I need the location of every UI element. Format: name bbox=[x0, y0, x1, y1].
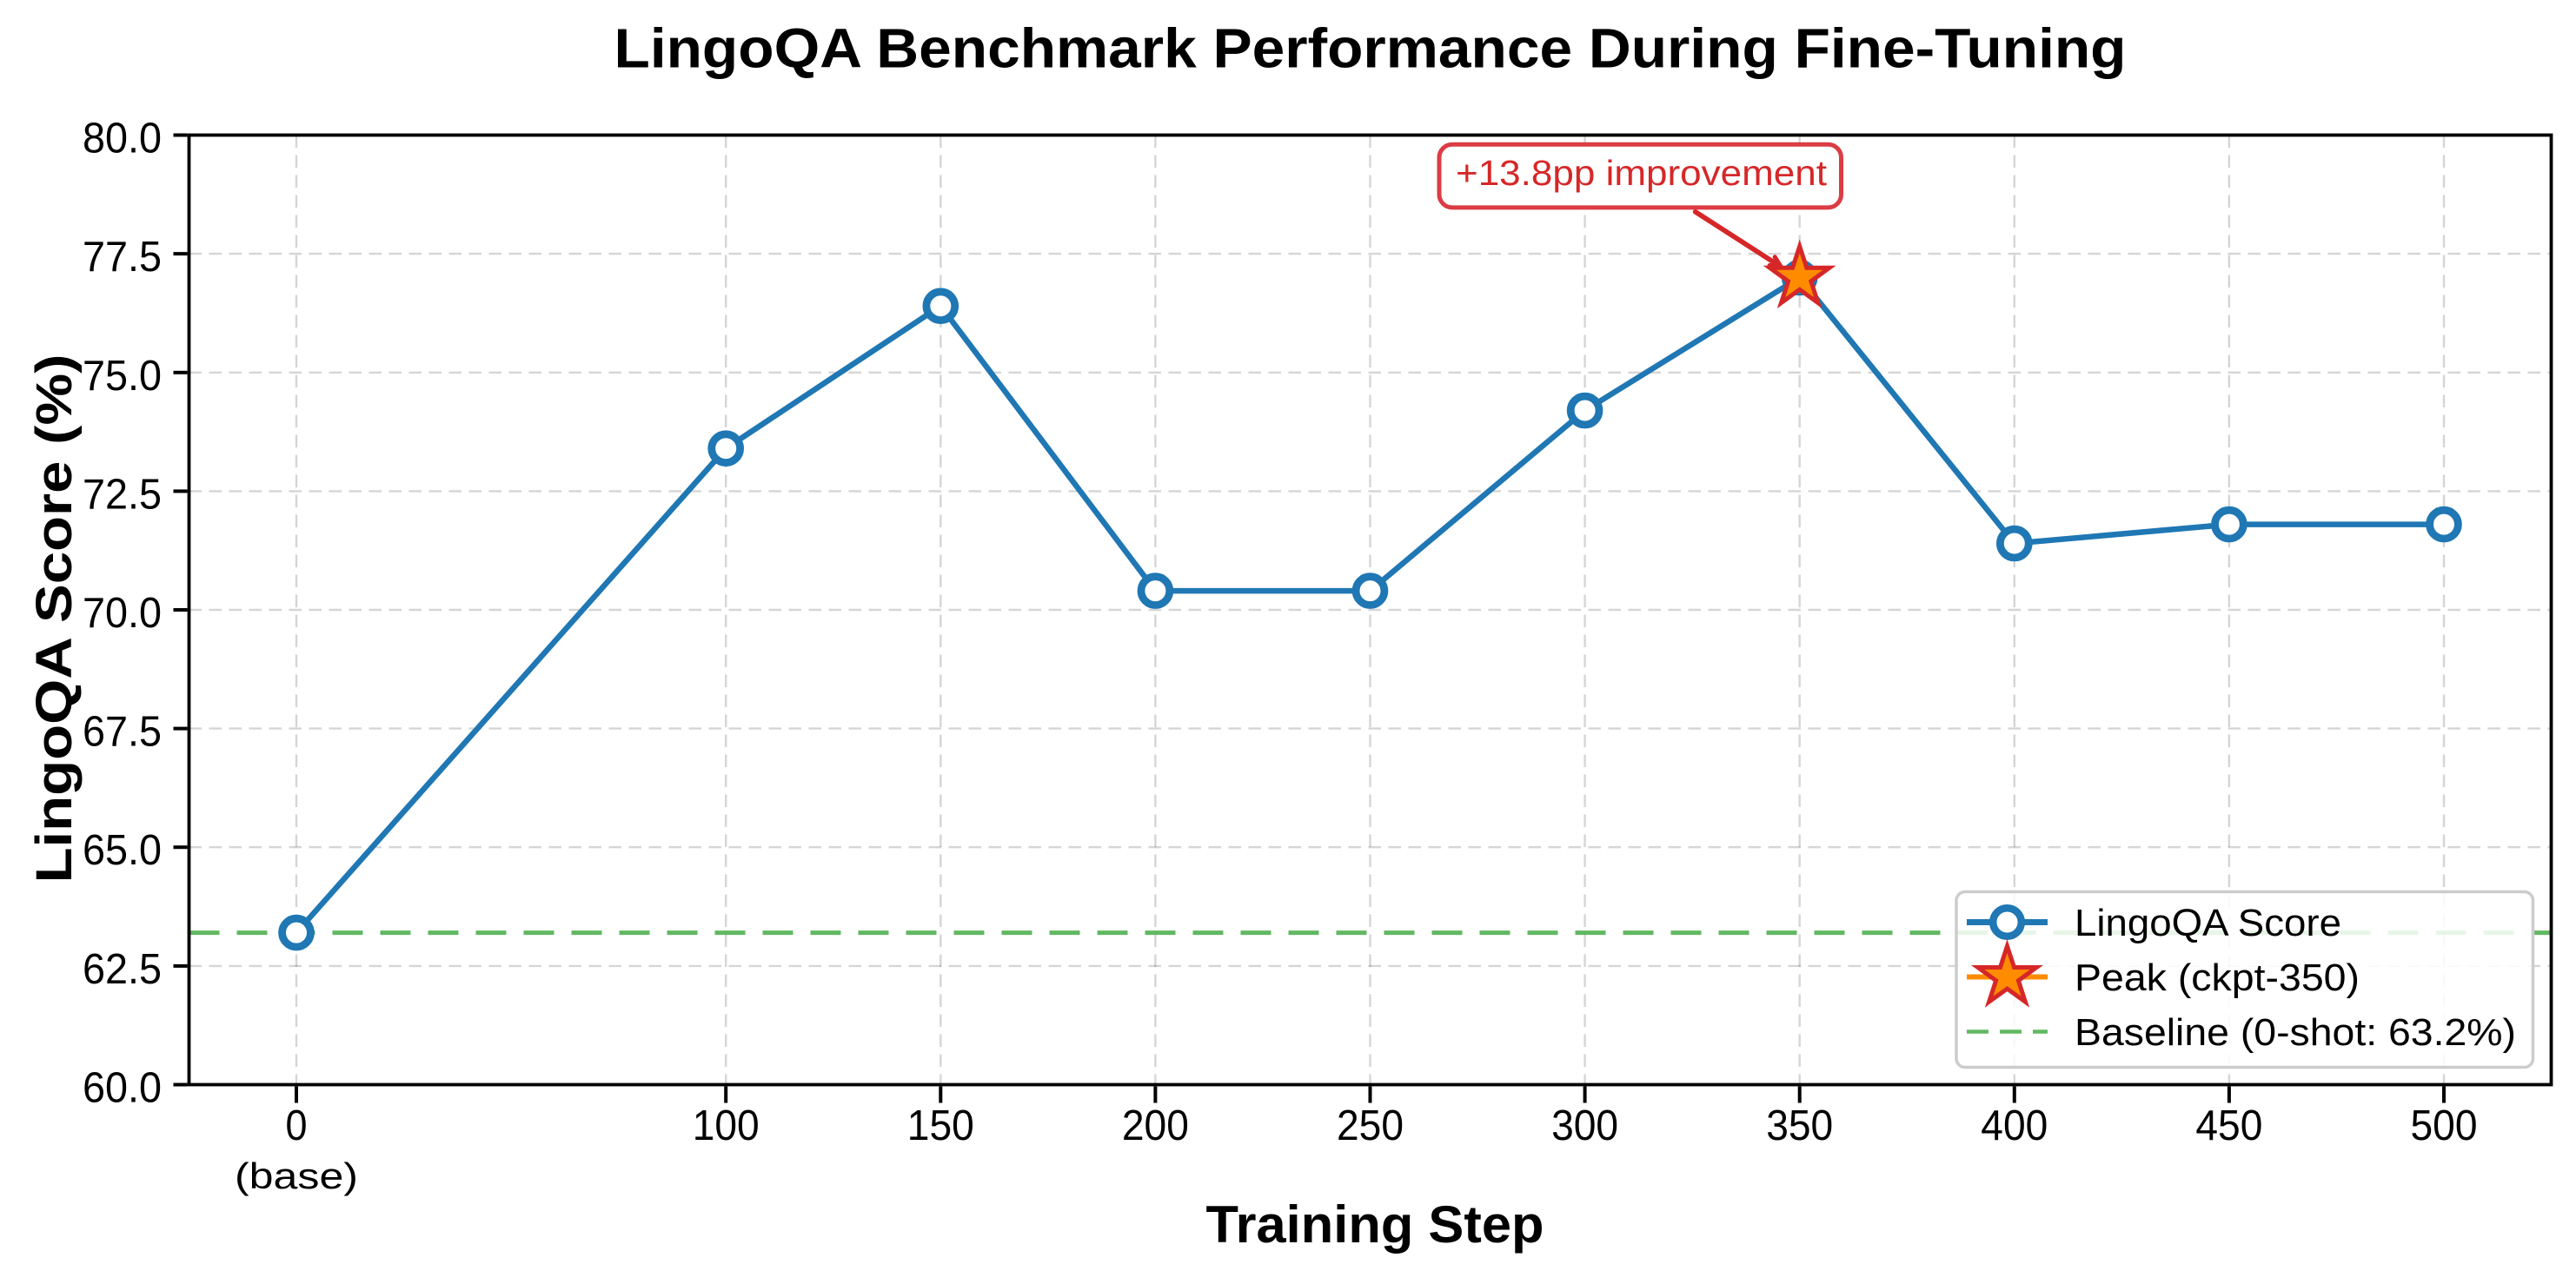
svg-text:(base): (base) bbox=[235, 1155, 358, 1196]
svg-text:70.0: 70.0 bbox=[83, 590, 162, 637]
svg-text:LingoQA Benchmark Performance: LingoQA Benchmark Performance During Fin… bbox=[614, 17, 2127, 80]
svg-text:LingoQA Score (%): LingoQA Score (%) bbox=[26, 354, 83, 884]
svg-text:75.0: 75.0 bbox=[83, 353, 162, 400]
svg-text:Training Step: Training Step bbox=[1206, 1195, 1544, 1254]
svg-text:77.5: 77.5 bbox=[83, 234, 162, 281]
svg-text:80.0: 80.0 bbox=[83, 116, 162, 162]
svg-text:+13.8pp improvement: +13.8pp improvement bbox=[1456, 153, 1828, 193]
svg-text:500: 500 bbox=[2411, 1102, 2478, 1149]
svg-text:60.0: 60.0 bbox=[83, 1065, 162, 1112]
svg-text:72.5: 72.5 bbox=[83, 471, 162, 518]
svg-text:350: 350 bbox=[1766, 1102, 1833, 1149]
svg-text:LingoQA Score: LingoQA Score bbox=[2075, 902, 2341, 944]
svg-text:Peak (ckpt-350): Peak (ckpt-350) bbox=[2075, 957, 2360, 999]
svg-text:67.5: 67.5 bbox=[83, 709, 162, 756]
svg-text:Baseline (0-shot: 63.2%): Baseline (0-shot: 63.2%) bbox=[2075, 1011, 2516, 1054]
svg-text:100: 100 bbox=[693, 1102, 760, 1149]
svg-text:400: 400 bbox=[1981, 1102, 2048, 1149]
svg-text:250: 250 bbox=[1337, 1102, 1404, 1149]
svg-text:200: 200 bbox=[1122, 1102, 1189, 1149]
svg-text:62.5: 62.5 bbox=[83, 946, 162, 993]
svg-text:450: 450 bbox=[2195, 1102, 2262, 1149]
svg-text:65.0: 65.0 bbox=[83, 827, 162, 874]
svg-text:150: 150 bbox=[907, 1102, 974, 1149]
svg-text:0: 0 bbox=[286, 1102, 308, 1149]
svg-text:300: 300 bbox=[1551, 1102, 1618, 1149]
